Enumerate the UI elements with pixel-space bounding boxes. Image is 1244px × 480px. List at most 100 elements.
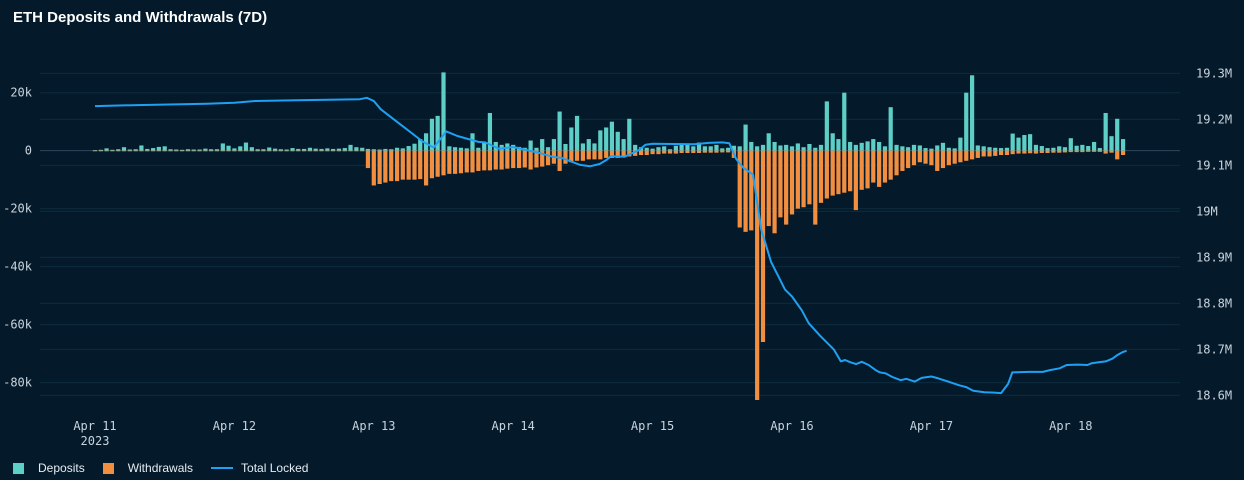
deposit-bar [743, 124, 748, 151]
withdrawal-bar [615, 150, 620, 158]
withdrawal-bar [92, 150, 98, 152]
withdrawal-bar [121, 150, 127, 152]
withdrawal-bar [824, 150, 829, 199]
withdrawal-bar [389, 150, 394, 182]
deposit-bar [1074, 145, 1079, 151]
deposit-bar [598, 130, 603, 151]
deposit-bar [859, 142, 864, 151]
deposit-bar [441, 72, 446, 151]
deposit-bar [226, 145, 231, 151]
legend-item-withdrawals[interactable]: Withdrawals [102, 461, 193, 475]
deposit-bar [545, 147, 551, 151]
deposit-bar [412, 143, 417, 151]
withdrawal-bar [563, 150, 568, 164]
deposit-bar [458, 147, 464, 151]
deposit-bar [1027, 134, 1033, 151]
withdrawal-bar [226, 150, 231, 152]
deposit-bar [354, 147, 359, 151]
deposit-bar [877, 141, 882, 151]
withdrawal-bar [789, 150, 795, 215]
withdrawal-bar [394, 150, 400, 182]
withdrawal-bar [853, 150, 858, 211]
y-right-tick-label: 19.3M [1196, 66, 1232, 80]
withdrawal-bar [505, 150, 510, 169]
withdrawal-bar [203, 150, 208, 152]
deposit-bar [1057, 146, 1062, 151]
withdrawal-bar [336, 150, 342, 152]
deposit-bar [685, 144, 690, 151]
withdrawal-bar [174, 150, 179, 152]
withdrawal-bar [540, 150, 545, 167]
withdrawal-bar [412, 150, 417, 180]
deposit-bar [1103, 112, 1108, 151]
y-right-tick-label: 18.9M [1196, 250, 1232, 264]
deposit-bar [882, 146, 888, 151]
withdrawal-bar [511, 150, 516, 169]
withdrawal-bar [133, 150, 138, 152]
withdrawal-bar [214, 150, 220, 152]
deposit-bar [842, 92, 847, 151]
withdrawal-bar [139, 150, 144, 152]
deposit-bar [848, 141, 853, 151]
deposit-bar [1120, 139, 1126, 151]
deposit-bar [313, 148, 318, 151]
deposit-bar [580, 143, 585, 151]
withdrawal-bar [302, 150, 307, 152]
withdrawal-bar [946, 150, 951, 166]
withdrawal-bar [940, 150, 946, 169]
deposit-bar [673, 145, 678, 151]
deposit-bar [987, 147, 992, 151]
legend-item-deposits[interactable]: Deposits [13, 461, 85, 475]
withdrawal-bar [151, 150, 156, 152]
deposit-bar [156, 146, 161, 151]
deposit-bar [243, 142, 249, 151]
withdrawal-bar [255, 150, 260, 152]
withdrawal-bar [487, 150, 493, 171]
deposit-bar [615, 131, 620, 151]
deposit-bar [1080, 144, 1085, 151]
deposit-bar [853, 144, 858, 151]
deposit-bar [1033, 144, 1039, 151]
deposit-bar [307, 147, 313, 151]
withdrawal-bar [435, 150, 440, 177]
withdrawal-bar [371, 150, 376, 186]
y-left-tick-label: -20k [3, 202, 33, 216]
x-tick-label: Apr 13 [352, 419, 395, 433]
deposit-bar [209, 149, 214, 151]
withdrawal-bar [604, 150, 609, 158]
withdrawal-bar [987, 150, 992, 157]
deposit-bar [116, 149, 121, 151]
withdrawal-bar [1039, 150, 1044, 153]
withdrawal-bar [452, 150, 458, 174]
withdrawal-bar [110, 150, 115, 152]
y-left-tick-label: -40k [3, 260, 33, 274]
deposit-bar [1091, 141, 1097, 151]
deposit-bar [1039, 146, 1044, 151]
deposit-bar [534, 147, 539, 151]
deposit-bar [952, 148, 957, 151]
withdrawal-bar [1068, 150, 1073, 153]
withdrawal-bar [999, 150, 1004, 156]
deposit-bar [429, 118, 435, 151]
deposit-bar [151, 148, 156, 151]
deposit-bar [1086, 146, 1091, 151]
deposit-bar [760, 144, 766, 151]
withdrawal-bar [598, 150, 603, 160]
x-tick-label: Apr 12 [213, 419, 256, 433]
withdrawal-bar [702, 150, 707, 153]
deposit-bar [1010, 133, 1015, 151]
deposit-bar [911, 144, 917, 151]
x-tick-label: Apr 16 [770, 419, 813, 433]
withdrawal-bar [1080, 150, 1085, 153]
deposit-bar [470, 133, 475, 151]
deposit-bar [784, 144, 789, 151]
deposit-bar [540, 139, 545, 151]
withdrawal-bar [656, 150, 661, 155]
withdrawal-bar [423, 150, 429, 186]
deposit-bar [999, 148, 1004, 151]
deposit-bar [871, 139, 876, 151]
deposit-bar [569, 127, 574, 151]
legend-item-total-locked[interactable]: Total Locked [211, 461, 308, 475]
withdrawal-bar [633, 150, 638, 156]
deposit-bar [1097, 148, 1102, 151]
